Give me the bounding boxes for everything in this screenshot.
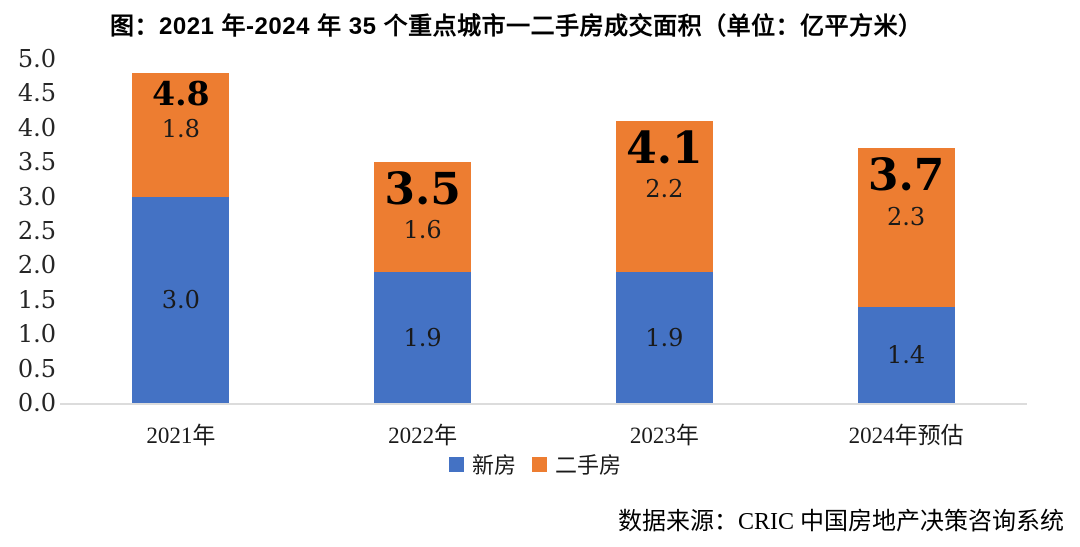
y-tick-label: 4.5 [17, 79, 56, 108]
bar-segment-second-hand: 3.7 2.3 [857, 148, 955, 307]
y-tick-label: 0.0 [17, 389, 56, 417]
bar-segment-new-home: 1.9 [615, 272, 713, 403]
x-axis-label: 2023年 [629, 423, 699, 448]
source-note: 数据来源：CRIC 中国房地产决策咨询系统 [617, 509, 1064, 535]
y-tick-label: 3.5 [17, 148, 56, 177]
y-tick-label: 4.0 [17, 113, 56, 142]
segment-value-label: 1.8 [161, 114, 200, 143]
plot-area: 3.0 4.8 1.8 1.9 3.5 1.6 1.9 4.1 2.2 1.4 3.7 2.3 [60, 59, 1027, 405]
y-tick-label: 3.0 [17, 182, 56, 211]
segment-value-label: 1.9 [403, 323, 442, 352]
segment-value-label: 1.6 [403, 216, 442, 245]
total-value-label: 4.8 [152, 73, 210, 113]
y-tick-label: 2.5 [17, 217, 56, 245]
segment-value-label: 1.4 [887, 340, 926, 369]
segment-value-label: 1.9 [645, 323, 684, 352]
x-axis-label: 2024年预估 [848, 423, 964, 448]
y-axis: 0.0 0.5 1.0 1.5 2.0 2.5 3.0 3.5 4.0 4.5 5.0 [12, 0, 56, 430]
x-axis-label: 2022年 [388, 423, 458, 448]
x-axis: 2021年 2022年 2023年 2024年预估 [60, 416, 1027, 448]
legend-item: 二手房 [532, 448, 621, 480]
bar-segment-second-hand: 4.1 2.2 [615, 120, 713, 273]
y-tick-label: 1.0 [17, 320, 56, 349]
bar-segment-new-home: 1.9 [374, 272, 472, 403]
chart-title: 图：2021 年-2024 年 35 个重点城市一二手房成交面积（单位：亿平方米… [110, 13, 923, 40]
y-tick-label: 5.0 [17, 45, 56, 73]
segment-value-label: 3.0 [161, 285, 200, 314]
legend-swatch [532, 456, 547, 472]
bar-segment-second-hand: 4.8 1.8 [132, 72, 230, 197]
segment-value-label: 2.2 [645, 175, 684, 204]
x-axis-label: 2021年 [146, 423, 216, 448]
legend-label: 新房 [471, 453, 516, 478]
bar-segment-new-home: 1.4 [857, 306, 955, 403]
total-value-label: 3.7 [867, 150, 945, 202]
legend-item: 新房 [448, 448, 516, 480]
legend: 新房 二手房 [0, 448, 1070, 480]
y-tick-label: 2.0 [17, 251, 56, 280]
legend-label: 二手房 [555, 453, 622, 478]
segment-value-label: 2.3 [887, 202, 926, 231]
total-value-label: 4.1 [626, 122, 703, 174]
legend-swatch [448, 456, 464, 472]
bar-segment-second-hand: 3.5 1.6 [374, 162, 472, 273]
total-value-label: 3.5 [384, 164, 461, 216]
y-tick-label: 1.5 [17, 285, 56, 314]
bar-segment-new-home: 3.0 [132, 196, 230, 403]
y-tick-label: 0.5 [17, 354, 56, 383]
